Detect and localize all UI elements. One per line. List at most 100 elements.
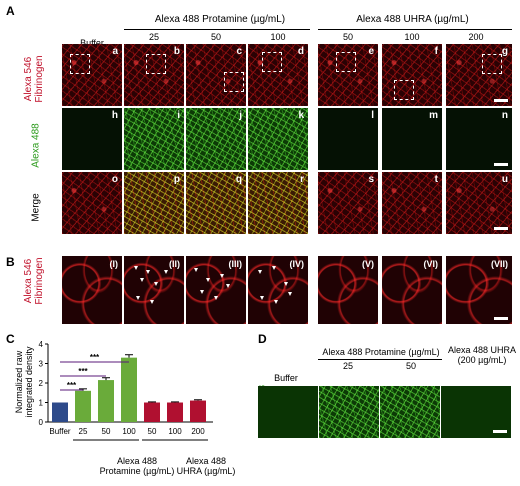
arrowhead-marker <box>258 270 262 274</box>
panel-a-image: g <box>446 44 512 106</box>
panel-a-image: u <box>446 172 512 234</box>
panel-a-image: o <box>62 172 122 234</box>
image-letter-label: d <box>297 46 304 57</box>
y-tick-label: 1 <box>39 399 44 408</box>
d-uhra-title: Alexa 488 UHRA (200 µg/mL) <box>447 345 517 365</box>
d-col-50: 50 <box>405 361 416 371</box>
x-tick-label: Buffer <box>49 427 71 436</box>
uhra-group-title: Alexa 488 UHRA (µg/mL) <box>356 14 469 25</box>
arrowhead-marker <box>136 296 140 300</box>
column-header: Buffer <box>80 38 104 48</box>
arrowhead-marker <box>284 282 288 286</box>
zoom-region-box <box>70 54 90 74</box>
x-tick-label: 100 <box>168 427 182 436</box>
panel-a-image: f <box>382 44 442 106</box>
image-roman-label: (II) <box>169 259 180 269</box>
arrowhead-marker <box>220 274 224 278</box>
panel-b-zoom-image: (VII) <box>446 256 512 324</box>
image-letter-label: n <box>501 110 508 121</box>
image-letter-label: c <box>236 46 242 57</box>
chart-group-uhra-label: Alexa 488 UHRA (µg/mL) <box>176 456 236 476</box>
bar <box>98 380 114 422</box>
panel-c-label: C <box>6 332 15 346</box>
zoom-region-box <box>336 52 356 72</box>
arrowhead-marker <box>146 270 150 274</box>
arrowhead-marker <box>164 270 168 274</box>
arrowhead-marker <box>150 300 154 304</box>
significance-marker: *** <box>90 353 100 362</box>
image-letter-label: q <box>235 174 242 185</box>
x-tick-label: 200 <box>191 427 205 436</box>
uhra-group-line <box>318 29 512 30</box>
panel-b-zoom-image: (V) <box>318 256 378 324</box>
column-header: 200 <box>468 32 484 42</box>
panel-d-label: D <box>258 332 267 346</box>
d-image-50 <box>380 386 440 438</box>
arrowhead-marker <box>272 266 276 270</box>
image-letter-label: f <box>434 46 438 57</box>
image-letter-label: l <box>371 110 374 121</box>
x-tick-label: 25 <box>79 427 88 436</box>
arrowhead-marker <box>200 290 204 294</box>
arrowhead-marker <box>226 284 230 288</box>
protamine-group-title: Alexa 488 Protamine (µg/mL) <box>154 14 286 25</box>
y-tick-label: 2 <box>39 379 44 388</box>
panel-a-image: a <box>62 44 122 106</box>
arrowhead-marker <box>134 266 138 270</box>
image-letter-label: b <box>173 46 180 57</box>
image-letter-label: g <box>501 46 508 57</box>
significance-marker: *** <box>67 381 77 390</box>
chart-ylabel: Normalized raw integrated density <box>14 346 34 418</box>
panel-b-label: B <box>6 255 15 269</box>
column-header: 100 <box>404 32 420 42</box>
chart-group-protamine-label: Alexa 488 Protamine (µg/mL) <box>99 456 175 476</box>
image-letter-label: o <box>111 174 118 185</box>
x-tick-label: 50 <box>102 427 111 436</box>
column-header: 100 <box>270 32 286 42</box>
image-letter-label: i <box>177 110 180 121</box>
panel-b-zoom-image: (VI) <box>382 256 442 324</box>
protamine-group-line <box>124 29 310 30</box>
panel-a-image: q <box>186 172 246 234</box>
image-roman-label: (VI) <box>423 259 439 269</box>
row-label-merge: Merge <box>30 193 42 222</box>
scale-bar <box>493 430 507 433</box>
panel-b-zoom-image: (III) <box>186 256 246 324</box>
bar <box>167 402 183 422</box>
panel-a-image: h <box>62 108 122 170</box>
scale-bar <box>494 317 508 320</box>
d-image-buffer <box>258 386 318 438</box>
image-letter-label: p <box>173 174 180 185</box>
scale-bar <box>494 227 508 230</box>
image-roman-label: (III) <box>228 259 243 269</box>
arrowhead-marker <box>140 278 144 282</box>
panel-a-image: p <box>124 172 184 234</box>
zoom-region-box <box>224 72 244 92</box>
bar <box>144 402 160 422</box>
panel-b-zoom-image: (II) <box>124 256 184 324</box>
d-protamine-group-line <box>318 359 442 360</box>
panel-a-image: i <box>124 108 184 170</box>
y-tick-label: 3 <box>39 360 44 369</box>
arrowhead-marker <box>260 296 264 300</box>
panel-a-image: l <box>318 108 378 170</box>
panel-b-zoom-image: (I) <box>62 256 122 324</box>
image-letter-label: r <box>300 174 304 185</box>
y-tick-label: 4 <box>39 340 44 349</box>
zoom-region-box <box>482 54 502 74</box>
image-letter-label: j <box>239 110 242 121</box>
panel-a-image: k <box>248 108 308 170</box>
zoom-region-box <box>262 52 282 72</box>
image-letter-label: s <box>368 174 374 185</box>
image-letter-label: u <box>501 174 508 185</box>
panel-a-image: j <box>186 108 246 170</box>
panel-a-image: c <box>186 44 246 106</box>
panel-a-image: r <box>248 172 308 234</box>
image-roman-label: (VII) <box>491 259 508 269</box>
panel-a-image: t <box>382 172 442 234</box>
image-letter-label: m <box>429 110 438 121</box>
x-tick-label: 50 <box>148 427 157 436</box>
significance-marker: *** <box>78 367 88 376</box>
bar <box>52 402 68 422</box>
